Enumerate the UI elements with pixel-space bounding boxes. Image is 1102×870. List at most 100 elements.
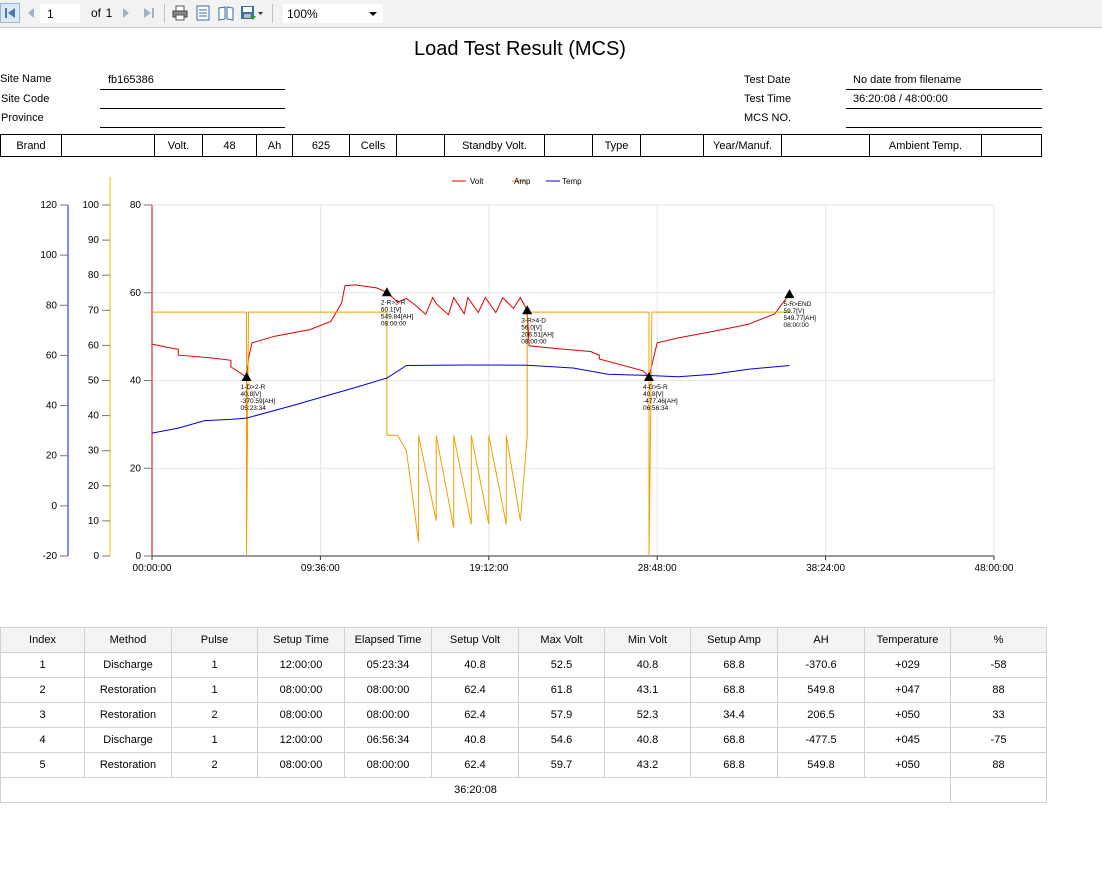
step-marker-label: 56.0[V] [521, 324, 542, 331]
step-marker [784, 289, 795, 299]
prev-page-button[interactable] [21, 3, 41, 23]
amp-axis-label: 60 [88, 340, 100, 351]
type-label: Type [593, 135, 641, 156]
legend-label: Amp [514, 177, 531, 186]
table-cell: -75 [950, 727, 1047, 753]
type-value [641, 135, 704, 156]
brand-label: Brand [1, 135, 62, 156]
dropdown-arrow-icon [369, 11, 377, 16]
table-cell: 62.4 [431, 702, 519, 728]
table-cell: 05:23:34 [344, 652, 432, 678]
first-page-button[interactable] [0, 3, 20, 23]
table-cell: 68.8 [690, 652, 778, 678]
table-cell: Discharge [84, 727, 172, 753]
print-button[interactable] [170, 3, 190, 23]
column-header: % [950, 627, 1047, 653]
year-manuf-label: Year/Manuf. [704, 135, 782, 156]
table-cell: 43.2 [604, 752, 691, 778]
step-marker-label: -477.46[AH] [643, 398, 678, 405]
amp-axis-label: 30 [88, 446, 100, 457]
table-cell: 62.4 [431, 677, 519, 703]
cells-label: Cells [350, 135, 397, 156]
table-row: 2 Restoration 1 08:00:00 08:00:00 62.4 61.8 43.… [0, 677, 1047, 703]
table-cell: 59.7 [518, 752, 605, 778]
table-cell: 549.8 [777, 752, 865, 778]
table-cell: 2 [171, 702, 258, 728]
print-layout-button[interactable] [193, 3, 213, 23]
x-axis-label: 28:48:00 [638, 563, 677, 574]
column-header: AH [777, 627, 865, 653]
table-cell: Restoration [84, 677, 172, 703]
column-header: Method [84, 627, 172, 653]
test-time-underline [846, 108, 1042, 109]
table-cell: 1 [171, 652, 258, 678]
column-header: Setup Volt [431, 627, 519, 653]
table-cell: 54.6 [518, 727, 605, 753]
page-setup-button[interactable] [216, 3, 236, 23]
test-date-underline [846, 89, 1042, 90]
step-marker-label: 549.84[AH] [381, 313, 414, 320]
print-icon [172, 5, 188, 21]
zoom-select[interactable]: 100% [283, 4, 383, 23]
site-code-label: Site Code [1, 93, 50, 105]
table-cell: 1 [171, 727, 258, 753]
amp-axis-label: 100 [82, 200, 99, 211]
table-cell: 206.5 [777, 702, 865, 728]
toolbar-separator [164, 4, 165, 23]
table-header-row: Index Method Pulse Setup Time Elapsed Time Se… [0, 627, 1047, 653]
step-marker-label: 08:00:00 [783, 322, 809, 329]
temp-axis-label: -20 [43, 551, 58, 562]
amp-axis-label: 80 [88, 270, 100, 281]
step-marker-label: 05:23:34 [241, 405, 267, 412]
table-cell: 08:00:00 [257, 677, 345, 703]
ambient-temp-label: Ambient Temp. [870, 135, 982, 156]
export-icon [241, 6, 263, 20]
step-marker-label: 2-R>3-R [381, 299, 406, 306]
table-cell: 3 [0, 702, 85, 728]
table-row: 1 Discharge 1 12:00:00 05:23:34 40.8 52.5 40.8 6… [0, 652, 1047, 678]
column-header: Max Volt [518, 627, 605, 653]
export-button[interactable] [239, 3, 265, 23]
volt-axis-label: 0 [135, 551, 141, 562]
amp-axis-label: 10 [88, 516, 100, 527]
series-line-temp [151, 364, 790, 434]
page-number-input[interactable] [40, 4, 80, 23]
amp-axis-label: 40 [88, 411, 100, 422]
table-cell: 34.4 [690, 702, 778, 728]
table-cell: 40.8 [604, 727, 691, 753]
table-cell: +045 [864, 727, 951, 753]
column-header: Setup Time [257, 627, 345, 653]
load-test-chart: Volt Amp Temp120100806040200-2010090807060… [40, 177, 1014, 574]
step-marker [381, 287, 392, 297]
volt-axis-label: 40 [130, 376, 142, 387]
table-cell: 68.8 [690, 677, 778, 703]
step-marker [241, 371, 252, 381]
cells-value [397, 135, 445, 156]
table-cell: 52.3 [604, 702, 691, 728]
page-total-label: 1 [105, 6, 113, 20]
step-marker-label: 4-D>5-R [643, 384, 668, 391]
table-cell: +029 [864, 652, 951, 678]
table-cell: 40.8 [431, 727, 519, 753]
temp-axis-label: 40 [46, 401, 58, 412]
table-cell: 1 [171, 677, 258, 703]
amp-axis-label: 20 [88, 481, 100, 492]
toolbar-separator [272, 4, 273, 23]
ah-value: 625 [293, 135, 350, 156]
table-cell: Discharge [84, 652, 172, 678]
table-row: 5 Restoration 2 08:00:00 08:00:00 62.4 59.7 43.… [0, 752, 1047, 778]
zoom-value: 100% [287, 6, 318, 21]
next-page-button[interactable] [116, 3, 136, 23]
table-cell: 08:00:00 [257, 752, 345, 778]
step-marker-label: -370.59[AH] [241, 398, 276, 405]
last-page-button[interactable] [139, 3, 159, 23]
series-line-volt [151, 284, 790, 379]
x-axis-label: 19:12:00 [469, 563, 508, 574]
step-marker-label: 5-R>END [783, 301, 811, 308]
table-cell: 62.4 [431, 752, 519, 778]
table-cell: 12:00:00 [257, 652, 345, 678]
table-cell: 57.9 [518, 702, 605, 728]
total-elapsed-time: 36:20:08 [0, 777, 951, 803]
page-setup-icon [218, 6, 234, 21]
step-marker-label: 06:56:34 [643, 405, 669, 412]
